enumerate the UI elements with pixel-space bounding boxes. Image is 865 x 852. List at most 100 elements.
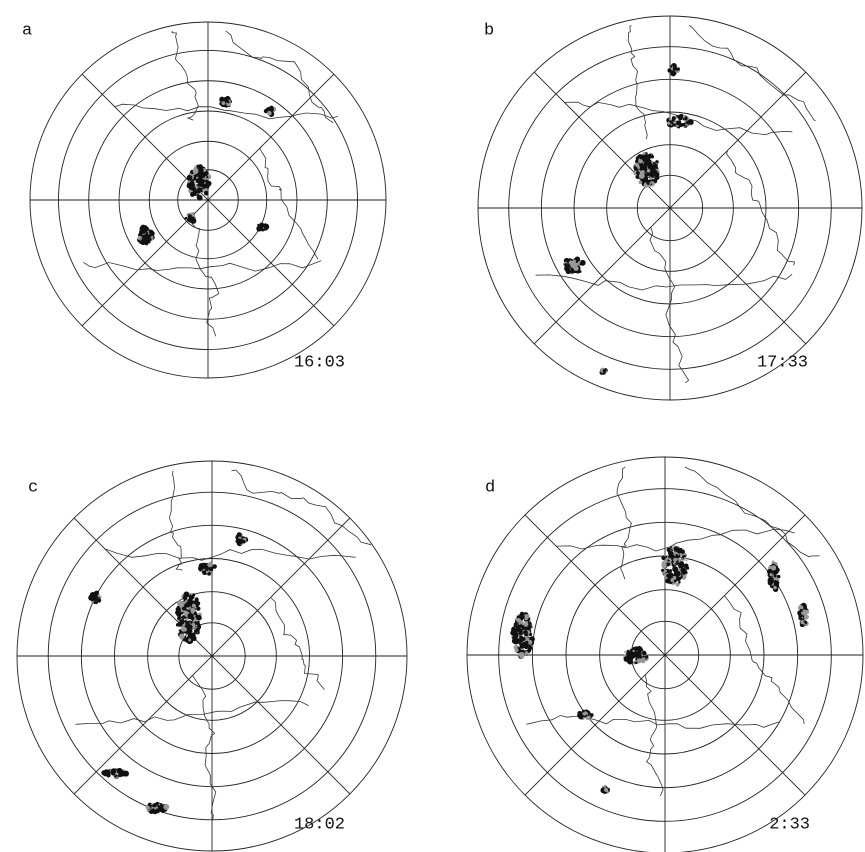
- echo: [190, 630, 193, 633]
- echo: [624, 651, 626, 653]
- echo: [190, 593, 192, 595]
- echo: [515, 648, 519, 652]
- echo: [681, 550, 685, 554]
- echo: [139, 230, 144, 235]
- echo: [652, 165, 657, 170]
- echo: [264, 224, 269, 229]
- panel-label: c: [28, 478, 38, 497]
- echo: [678, 581, 681, 584]
- echo: [638, 159, 643, 164]
- echo: [105, 769, 111, 775]
- echo: [577, 711, 582, 716]
- echo: [670, 546, 672, 548]
- echo: [667, 122, 670, 125]
- echo: [186, 618, 189, 621]
- echo: [188, 622, 190, 624]
- echo: [257, 226, 261, 230]
- echo: [197, 621, 200, 624]
- echo: [196, 625, 198, 627]
- echo: [773, 586, 777, 590]
- echo: [661, 563, 666, 568]
- echo: [582, 710, 585, 713]
- echo: [665, 570, 667, 572]
- echo: [205, 566, 209, 570]
- echo: [802, 617, 804, 619]
- echo: [650, 183, 652, 185]
- echo: [661, 569, 664, 572]
- echo: [770, 585, 773, 588]
- echo: [189, 218, 192, 221]
- echo: [680, 577, 682, 579]
- echo: [89, 595, 92, 598]
- echo: [515, 625, 517, 627]
- echo: [524, 646, 527, 649]
- boundary-line: [226, 31, 333, 123]
- echo: [111, 768, 116, 773]
- echo: [603, 369, 607, 373]
- echo: [526, 627, 529, 630]
- boundary-line: [526, 716, 778, 729]
- echo: [179, 634, 185, 640]
- echo: [528, 646, 533, 651]
- echo: [187, 613, 193, 619]
- echo: [642, 651, 646, 655]
- echo: [154, 807, 157, 810]
- echo: [521, 637, 525, 641]
- echo: [582, 716, 584, 718]
- radar-figure: a16:03b17:33c18:02d2:33: [0, 0, 865, 852]
- echo: [777, 575, 781, 579]
- echo: [220, 99, 222, 101]
- echo: [519, 623, 521, 625]
- echo: [227, 101, 230, 104]
- echo: [188, 639, 191, 642]
- echo: [518, 642, 521, 645]
- echo: [226, 96, 230, 100]
- boundary-line: [685, 467, 820, 557]
- echo: [631, 653, 636, 658]
- echo: [523, 630, 528, 635]
- echo: [639, 181, 642, 184]
- echo: [645, 655, 648, 658]
- echo: [268, 107, 270, 109]
- echo: [677, 115, 679, 117]
- echo: [800, 609, 803, 612]
- radar-panel: d2:33: [467, 457, 863, 852]
- echo: [624, 656, 630, 662]
- panel-time: 17:33: [757, 353, 808, 372]
- echo: [804, 620, 807, 623]
- panel-label: b: [484, 21, 494, 40]
- echo: [194, 181, 196, 183]
- echo: [179, 630, 181, 632]
- echo: [671, 124, 673, 126]
- radar-panel: b 17:33: [478, 16, 862, 400]
- echo: [184, 603, 188, 607]
- echo: [636, 171, 640, 175]
- echo: [205, 180, 208, 183]
- echo: [520, 654, 525, 659]
- echo: [684, 557, 687, 560]
- echo: [579, 261, 581, 263]
- echo: [182, 615, 185, 618]
- boundary-line: [645, 675, 663, 796]
- echo: [645, 173, 650, 178]
- echo: [526, 624, 528, 626]
- echo: [190, 608, 195, 613]
- echo: [201, 568, 203, 570]
- echo: [670, 71, 676, 77]
- echo: [525, 614, 530, 619]
- echo: [668, 573, 672, 577]
- echo: [648, 176, 650, 178]
- echo: [163, 804, 169, 810]
- echo: [775, 572, 778, 575]
- echo: [677, 67, 680, 70]
- echo: [675, 546, 678, 549]
- echo: [95, 591, 99, 595]
- echo: [647, 169, 650, 172]
- echo: [676, 558, 678, 560]
- echo: [194, 630, 197, 633]
- boundary-line: [232, 470, 372, 545]
- echo: [523, 642, 526, 645]
- echo: [196, 194, 198, 196]
- echo: [646, 160, 651, 165]
- radar-panel: c18:02: [17, 461, 407, 851]
